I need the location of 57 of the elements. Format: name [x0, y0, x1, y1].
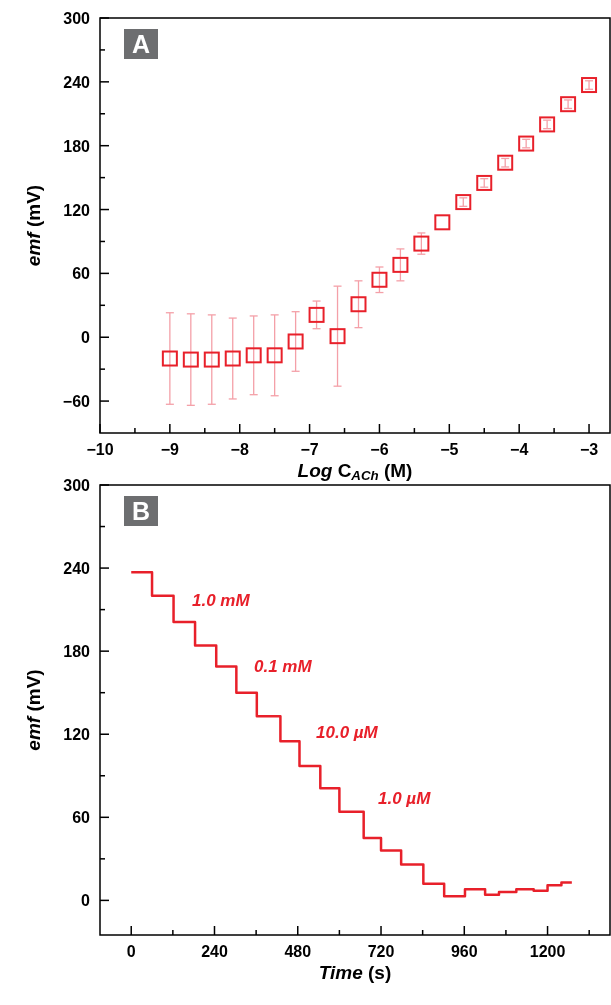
y-tick-label: 120: [63, 201, 91, 219]
y-tick-label: 180: [63, 137, 91, 155]
annotation: B: [131, 497, 151, 525]
annotation: 1.0 µM: [378, 789, 432, 808]
y-tick-label: 180: [63, 643, 91, 661]
point: [224, 350, 241, 367]
x-tick-label: −9: [160, 441, 180, 458]
point: [329, 328, 346, 345]
annotation: 1.0 mM: [192, 591, 251, 610]
point: [203, 351, 220, 368]
x-tick-label: 960: [450, 943, 478, 960]
point: [560, 96, 577, 113]
y-tick-label: 300: [63, 10, 91, 27]
point: [287, 333, 304, 350]
x-tick-label: −8: [230, 441, 249, 458]
y-tick-label: 0: [81, 329, 91, 347]
point: [161, 350, 178, 367]
point: [539, 116, 556, 133]
y-tick-label: 120: [63, 726, 91, 744]
x-tick-label: −7: [300, 441, 319, 458]
point: [455, 194, 472, 211]
y-tick-label: 60: [72, 809, 91, 827]
x-tick-label: −3: [579, 441, 599, 458]
y-tick-label: 60: [72, 265, 91, 283]
point: [182, 351, 199, 368]
y-axis-title: emf (mV): [23, 669, 44, 751]
x-tick-label: −6: [370, 441, 389, 458]
point: [245, 347, 262, 364]
y-tick-label: 240: [63, 560, 91, 578]
y-tick-label: 0: [81, 892, 91, 910]
y-tick-label: 300: [63, 477, 91, 494]
x-tick-label: −10: [86, 441, 114, 458]
point: [371, 271, 388, 288]
point: [350, 296, 367, 313]
x-axis-title: Time (s): [318, 962, 392, 983]
point: [434, 214, 451, 231]
x-tick-label: −4: [510, 441, 529, 458]
x-tick-label: 1200: [529, 943, 566, 960]
x-tick-label: −5: [440, 441, 459, 458]
x-axis-title: Log C$_{ACh}$ (M): [297, 460, 413, 484]
point: [518, 135, 535, 152]
point: [266, 347, 283, 364]
x-tick-label: 0: [126, 943, 136, 960]
point: [476, 174, 493, 191]
point: [308, 306, 325, 323]
x-tick-label: 720: [367, 943, 395, 960]
y-axis-title: emf (mV): [23, 184, 44, 267]
annotation: 10.0 µM: [316, 723, 379, 742]
x-tick-label: 240: [201, 943, 228, 960]
point: [497, 154, 514, 171]
x-tick-label: 480: [284, 943, 312, 960]
y-tick-label: 240: [63, 73, 91, 91]
point: [392, 256, 409, 273]
y-tick-label: −60: [62, 393, 91, 411]
annotation: A: [131, 30, 151, 58]
point: [581, 77, 598, 94]
annotation: 0.1 mM: [254, 657, 313, 676]
